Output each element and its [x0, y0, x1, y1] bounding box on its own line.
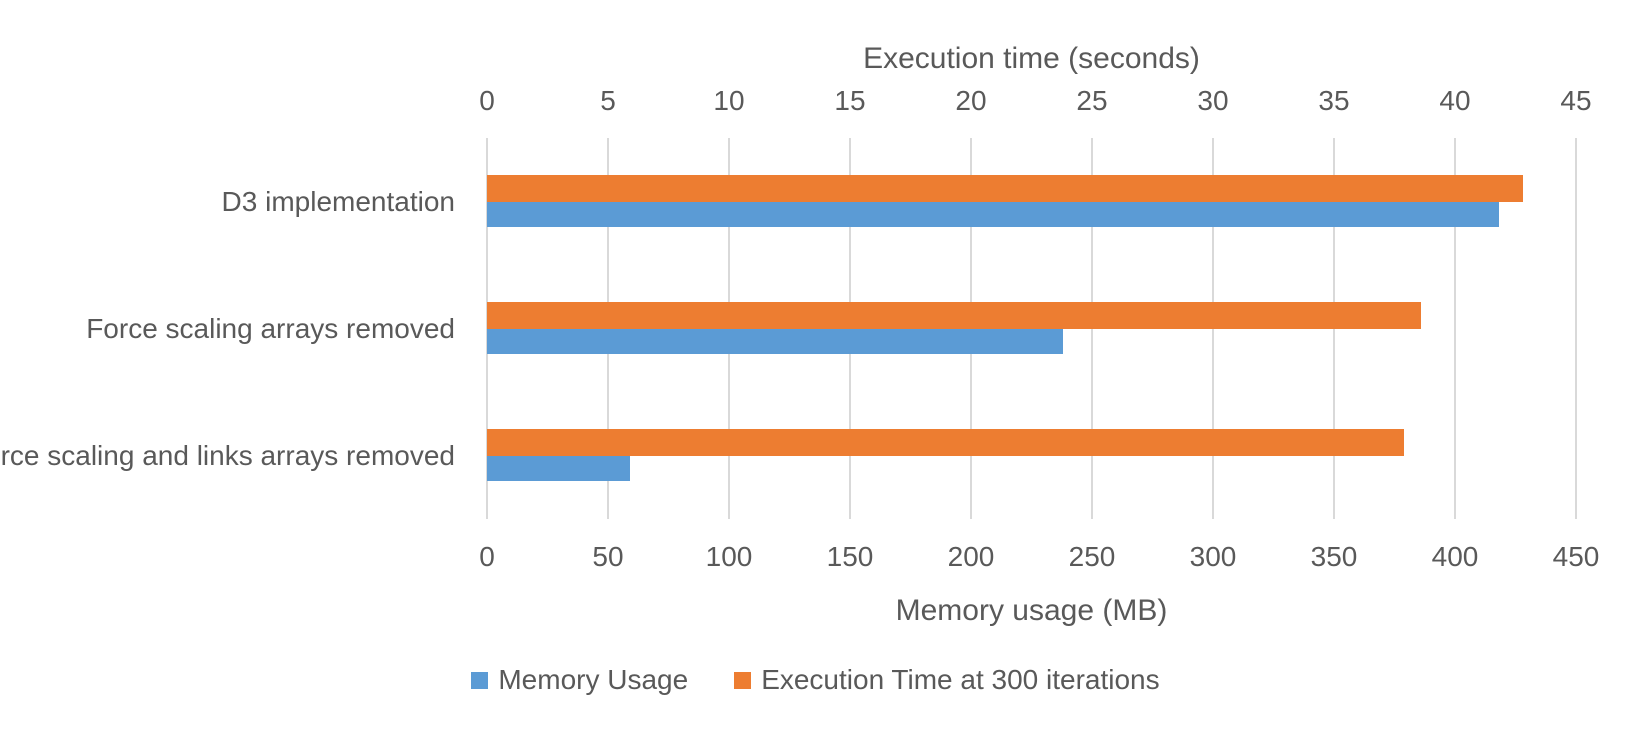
- top-tick-15: 15: [834, 85, 866, 116]
- legend-item-execution-time-at-300-iterations: Execution Time at 300 iterations: [734, 664, 1160, 696]
- top-axis-title: Execution time (seconds): [863, 42, 1200, 75]
- legend-item-memory-usage: Memory Usage: [471, 664, 688, 696]
- category-label-force-scaling-arrays-removed: Force scaling arrays removed: [86, 312, 455, 344]
- bottom-tick-150: 150: [826, 541, 874, 572]
- category-label-force-scaling-and-links-arrays-removed: Force scaling and links arrays removed: [0, 439, 455, 471]
- bottom-tick-100: 100: [705, 541, 753, 572]
- plot-area: [486, 138, 1577, 519]
- bar-memory-usage-force-scaling-and-links-arrays-removed: [487, 456, 630, 481]
- bar-memory-usage-d3-implementation: [487, 202, 1499, 227]
- bottom-tick-400: 400: [1431, 541, 1479, 572]
- bottom-axis-title: Memory usage (MB): [895, 594, 1168, 627]
- top-tick-20: 20: [955, 85, 987, 116]
- bar-execution-time-at-300-iterations-force-scaling-and-links-arrays-removed: [487, 429, 1405, 456]
- legend-swatch-memory-usage: [471, 671, 489, 689]
- legend-label-memory-usage: Memory Usage: [498, 664, 689, 695]
- bottom-tick-350: 350: [1310, 541, 1358, 572]
- bar-execution-time-at-300-iterations-force-scaling-arrays-removed: [487, 302, 1422, 329]
- legend-swatch-execution-time-at-300-iterations: [734, 671, 752, 689]
- bottom-tick-200: 200: [947, 541, 995, 572]
- top-tick-0: 0: [479, 85, 495, 116]
- bottom-tick-50: 50: [592, 541, 624, 572]
- top-tick-5: 5: [600, 85, 616, 116]
- top-tick-30: 30: [1197, 85, 1229, 116]
- bottom-tick-450: 450: [1552, 541, 1600, 572]
- top-tick-25: 25: [1076, 85, 1108, 116]
- bar-execution-time-at-300-iterations-d3-implementation: [487, 175, 1523, 202]
- bottom-tick-0: 0: [479, 541, 495, 572]
- top-tick-40: 40: [1439, 85, 1471, 116]
- bottom-tick-300: 300: [1189, 541, 1237, 572]
- legend: Memory Usage Execution Time at 300 iterat…: [0, 664, 1631, 696]
- gridline-40: [1454, 138, 1456, 519]
- top-tick-35: 35: [1318, 85, 1350, 116]
- category-label-d3-implementation: D3 implementation: [221, 185, 455, 217]
- legend-label-execution-time-at-300-iterations: Execution Time at 300 iterations: [761, 664, 1160, 695]
- bottom-tick-250: 250: [1068, 541, 1116, 572]
- bar-memory-usage-force-scaling-arrays-removed: [487, 329, 1063, 354]
- gridline-45: [1575, 138, 1577, 519]
- top-tick-45: 45: [1560, 85, 1592, 116]
- top-tick-10: 10: [713, 85, 745, 116]
